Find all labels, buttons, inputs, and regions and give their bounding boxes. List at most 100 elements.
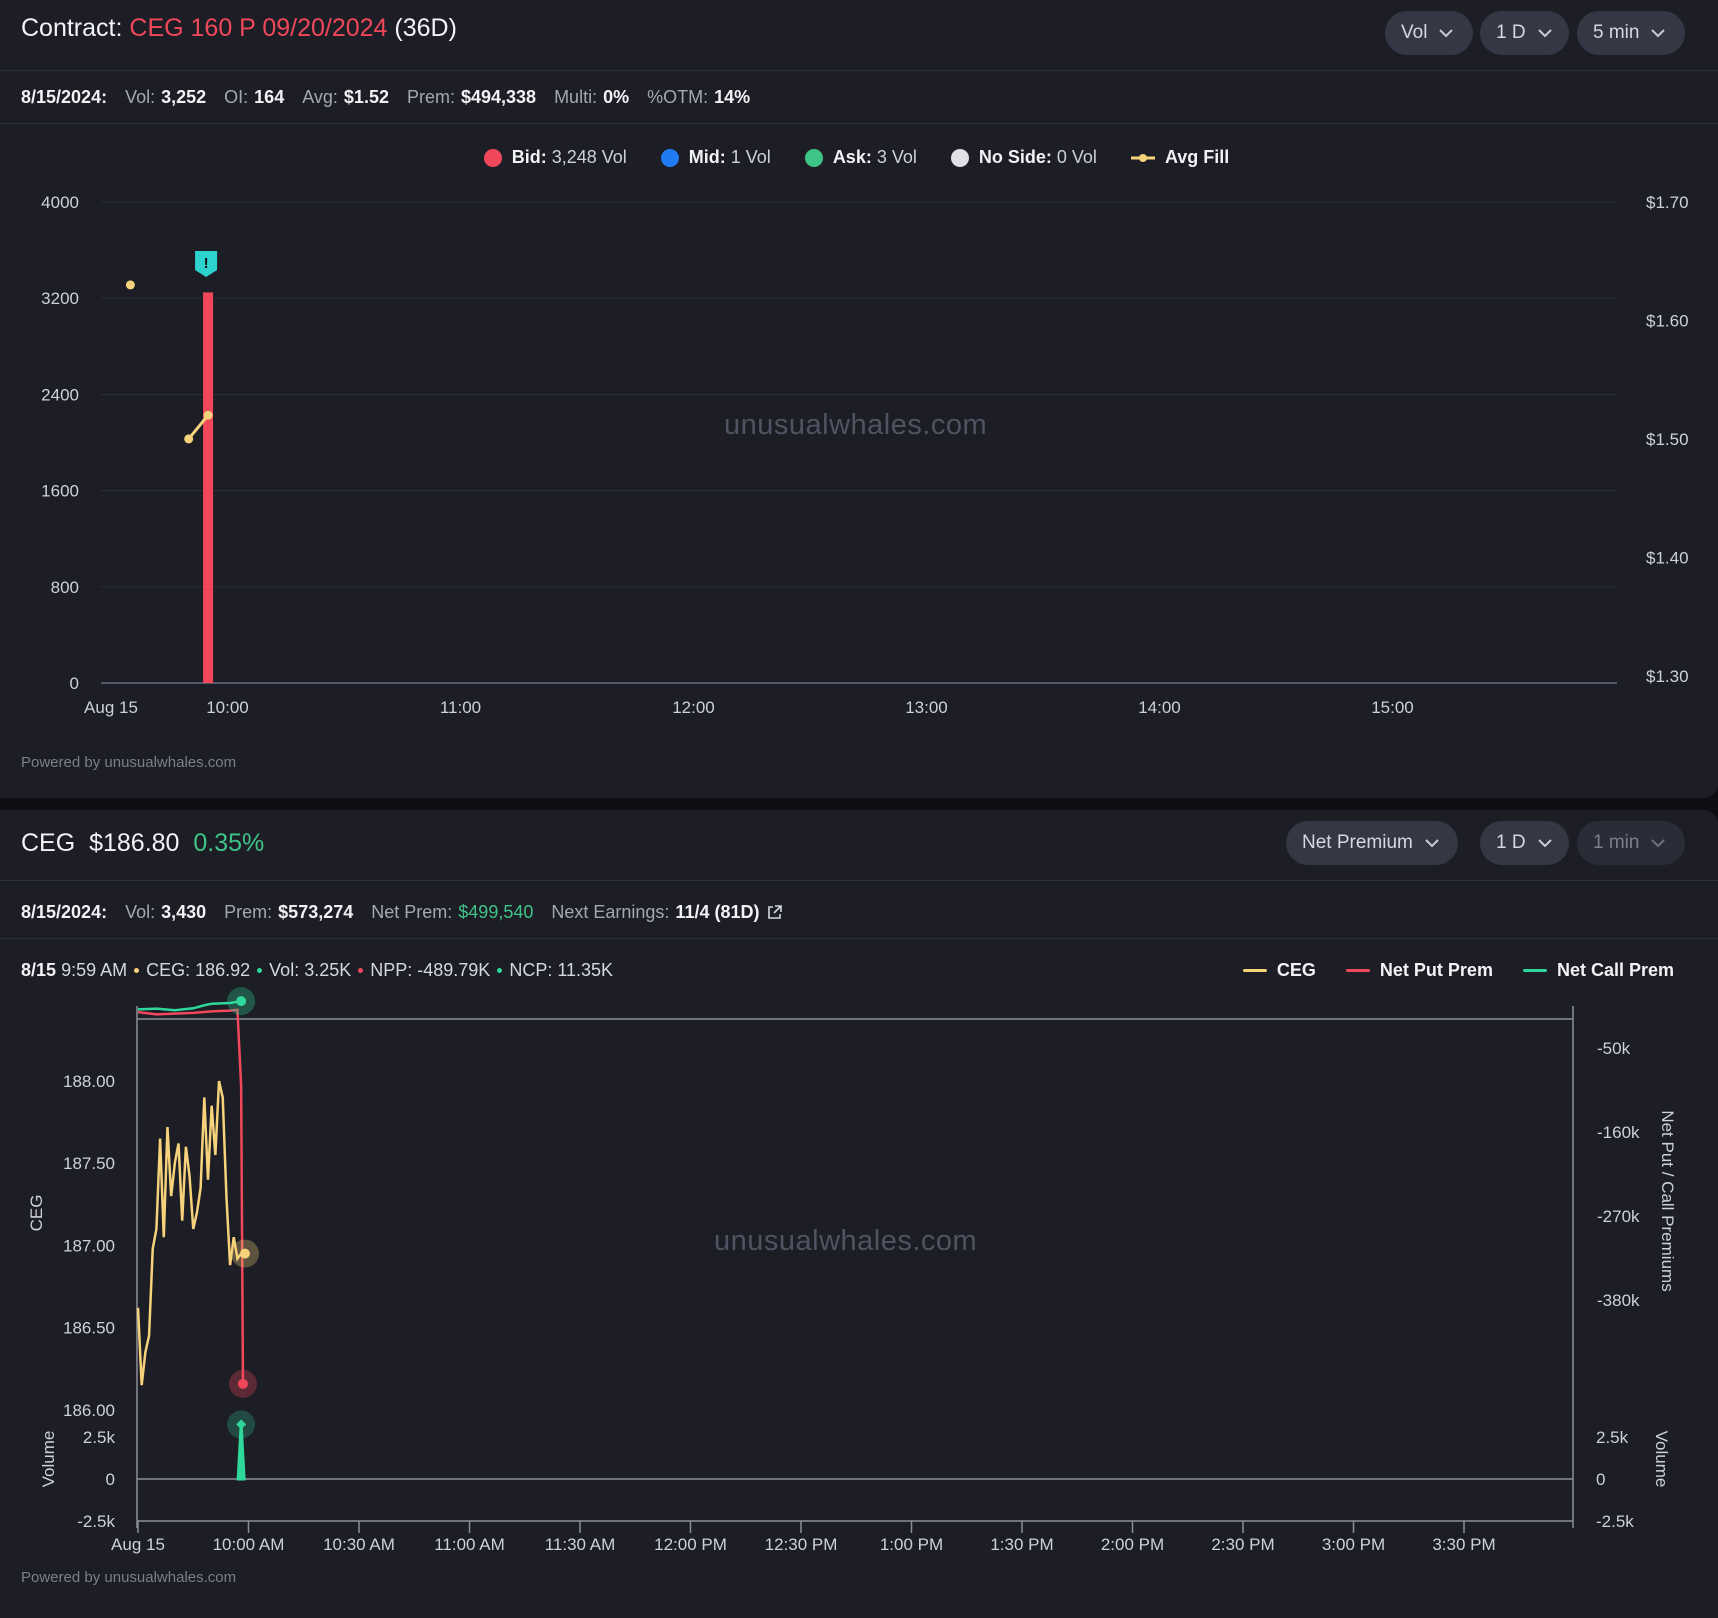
interval-dropdown-2-label: 1 min xyxy=(1593,832,1640,853)
x-tick-label: 11:00 xyxy=(440,698,481,717)
legend-avgfill[interactable]: Avg Fill xyxy=(1130,147,1234,168)
chart2-watermark: unusualwhales.com xyxy=(714,1225,978,1257)
info-ncp: NCP: 11.35K xyxy=(509,960,614,980)
y2-tick-label: $1.60 xyxy=(1646,311,1689,330)
x-tick-label: 14:00 xyxy=(1138,698,1181,717)
legend-bid[interactable]: Bid: 3,248 Vol xyxy=(483,147,627,168)
net-put-line-icon xyxy=(1345,969,1370,972)
stat2-vol-label: Vol: xyxy=(125,901,156,922)
info-time: 9:59 AM xyxy=(61,960,128,980)
chevron-down-icon xyxy=(1425,835,1441,851)
chevron-down-icon xyxy=(1439,25,1455,41)
x-tick-label: Aug 15 xyxy=(84,698,138,717)
ticker-title: CEG $186.80 0.35% xyxy=(21,829,264,858)
avg-fill-line xyxy=(187,414,210,440)
y-tick-label: 0 xyxy=(70,674,79,693)
legend-avgfill-key: Avg Fill xyxy=(1164,147,1230,167)
powered-by-2[interactable]: Powered by unusualwhales.com xyxy=(21,1569,237,1586)
contract-title-prefix: Contract: xyxy=(21,14,123,42)
stat2-prem: $573,274 xyxy=(278,901,354,922)
contract-dte: (36D) xyxy=(394,14,457,42)
chart1-watermark: unusualwhales.com xyxy=(724,409,988,441)
stat2-netprem-label: Net Prem: xyxy=(371,901,453,922)
range-dropdown-label: 1 D xyxy=(1496,22,1526,43)
stat-oi-label: OI: xyxy=(224,86,249,107)
ticker-header: CEG $186.80 0.35% Net Premium 1 D 1 min xyxy=(0,810,1718,881)
ceg-line-icon xyxy=(1242,969,1267,972)
noside-dot-icon xyxy=(950,148,969,167)
interval-dropdown-2[interactable]: 1 min xyxy=(1577,821,1685,865)
y-tick-label: 1600 xyxy=(41,482,79,501)
avg-fill-point xyxy=(203,410,213,420)
range-dropdown-2-label: 1 D xyxy=(1496,832,1526,853)
powered-by-1[interactable]: Powered by unusualwhales.com xyxy=(21,754,237,771)
y-tick-label: 3200 xyxy=(41,289,79,308)
stat-avg: $1.52 xyxy=(343,86,389,107)
avg-fill-line-icon xyxy=(1130,153,1155,162)
contract-panel: Contract: CEG 160 P 09/20/2024 (36D) Vol… xyxy=(0,0,1718,798)
legend-ceg[interactable]: CEG xyxy=(1242,960,1316,981)
chevron-down-icon xyxy=(1651,835,1667,851)
alert-flag-label: ! xyxy=(204,255,209,272)
legend-bid-key: Bid: xyxy=(511,147,547,167)
range-dropdown[interactable]: 1 D xyxy=(1480,11,1569,55)
legend-net-call[interactable]: Net Call Prem xyxy=(1522,960,1674,981)
legend-bid-value: 3,248 Vol xyxy=(551,147,627,167)
stat2-vol: 3,430 xyxy=(161,901,207,922)
avg-fill-point xyxy=(184,434,194,444)
info-date: 8/15 xyxy=(21,960,57,980)
stat-avg-label: Avg: xyxy=(302,86,338,107)
legend-net-put-label: Net Put Prem xyxy=(1379,960,1493,980)
legend-noside-key: No Side: xyxy=(978,147,1052,167)
contract-title: Contract: CEG 160 P 09/20/2024 (36D) xyxy=(21,14,457,43)
stat-prem-label: Prem: xyxy=(406,86,455,107)
info-npp: NPP: -489.79K xyxy=(370,960,491,980)
range-dropdown-2[interactable]: 1 D xyxy=(1480,821,1569,865)
x-tick-label: 12:00 xyxy=(672,698,715,717)
x-tick-label: 15:00 xyxy=(1371,698,1414,717)
legend-noside[interactable]: No Side: 0 Vol xyxy=(950,147,1097,168)
stat-multi: 0% xyxy=(603,86,630,107)
contract-symbol[interactable]: CEG 160 P 09/20/2024 xyxy=(129,14,388,42)
chevron-down-icon xyxy=(1537,25,1553,41)
x-tick-label: 13:00 xyxy=(905,698,948,717)
legend-ask[interactable]: Ask: 3 Vol xyxy=(804,147,917,168)
y-tick-label: 800 xyxy=(51,578,79,597)
legend-net-call-label: Net Call Prem xyxy=(1556,960,1674,980)
interval-dropdown[interactable]: 5 min xyxy=(1577,11,1685,55)
ticker-symbol[interactable]: CEG xyxy=(21,829,76,857)
net-premium-dropdown[interactable]: Net Premium xyxy=(1286,821,1458,865)
legend-net-put[interactable]: Net Put Prem xyxy=(1345,960,1493,981)
ticker-change: 0.35% xyxy=(193,829,265,857)
mid-dot-icon xyxy=(660,148,679,167)
legend-mid[interactable]: Mid: 1 Vol xyxy=(660,147,771,168)
bid-volume-bar xyxy=(203,292,214,683)
stat-oi: 164 xyxy=(254,86,285,107)
legend-ceg-label: CEG xyxy=(1276,960,1316,980)
crosshair-info: 8/15 9:59 AM CEG: 186.92 Vol: 3.25K NPP: -4… xyxy=(21,960,613,981)
stat-prem: $494,338 xyxy=(460,86,537,107)
x-tick-label: 10:00 xyxy=(206,698,249,717)
legend-noside-value: 0 Vol xyxy=(1056,147,1097,167)
stat-vol-label: Vol: xyxy=(125,86,156,107)
y2-tick-label: $1.40 xyxy=(1646,548,1689,567)
metric-dropdown-label: Vol xyxy=(1401,22,1428,43)
legend-ask-value: 3 Vol xyxy=(876,147,917,167)
metric-dropdown[interactable]: Vol xyxy=(1385,11,1473,55)
contract-stats-bar: 8/15/2024: Vol: 3,252 OI: 164 Avg: $1.52 Pr… xyxy=(0,71,1718,124)
ticker-stats-bar: 8/15/2024: Vol: 3,430 Prem: $573,274 Net P… xyxy=(0,886,1718,939)
legend-mid-key: Mid: xyxy=(688,147,726,167)
stat-otm: 14% xyxy=(714,86,751,107)
ticker-price: $186.80 xyxy=(89,829,180,857)
external-link-icon[interactable] xyxy=(767,904,783,920)
contract-header: Contract: CEG 160 P 09/20/2024 (36D) Vol… xyxy=(0,0,1718,71)
stat-otm-label: %OTM: xyxy=(647,86,709,107)
stat-multi-label: Multi: xyxy=(554,86,598,107)
net-premium-dropdown-label: Net Premium xyxy=(1302,832,1413,853)
alert-flag-icon xyxy=(195,251,218,277)
stat2-prem-label: Prem: xyxy=(224,901,273,922)
chevron-down-icon xyxy=(1651,25,1667,41)
ask-dot-icon xyxy=(804,148,823,167)
y2-tick-label: $1.50 xyxy=(1646,430,1689,449)
stat2-earn-label: Next Earnings: xyxy=(551,901,670,922)
